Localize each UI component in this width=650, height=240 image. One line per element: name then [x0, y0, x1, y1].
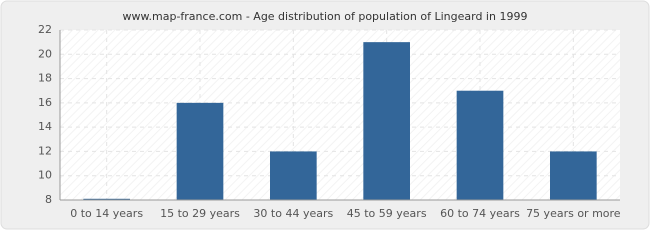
- y-tick-label: 22: [38, 23, 52, 36]
- chart: www.map-france.com - Age distribution of…: [0, 0, 650, 230]
- x-tick-label: 0 to 14 years: [70, 207, 143, 220]
- bar: [83, 198, 130, 200]
- y-tick-label: 14: [38, 120, 52, 133]
- y-tick-label: 20: [38, 47, 52, 60]
- x-tick-label: 15 to 29 years: [160, 207, 240, 220]
- bar: [456, 90, 504, 200]
- y-tick-label: 10: [38, 169, 52, 182]
- x-tick-label: 30 to 44 years: [253, 207, 333, 220]
- bar: [270, 151, 317, 200]
- plot-area: [60, 30, 620, 200]
- y-tick-label: 18: [38, 72, 52, 85]
- y-tick-label: 8: [45, 193, 52, 206]
- x-tick-label: 60 to 74 years: [440, 207, 520, 220]
- y-tick-label: 16: [38, 96, 52, 109]
- bar: [176, 102, 224, 200]
- x-tick-label: 75 years or more: [526, 207, 621, 220]
- x-tick-label: 45 to 59 years: [347, 207, 427, 220]
- y-tick-label: 12: [38, 144, 52, 157]
- chart-title: www.map-france.com - Age distribution of…: [123, 10, 528, 23]
- bar: [363, 42, 410, 201]
- bar: [550, 151, 597, 200]
